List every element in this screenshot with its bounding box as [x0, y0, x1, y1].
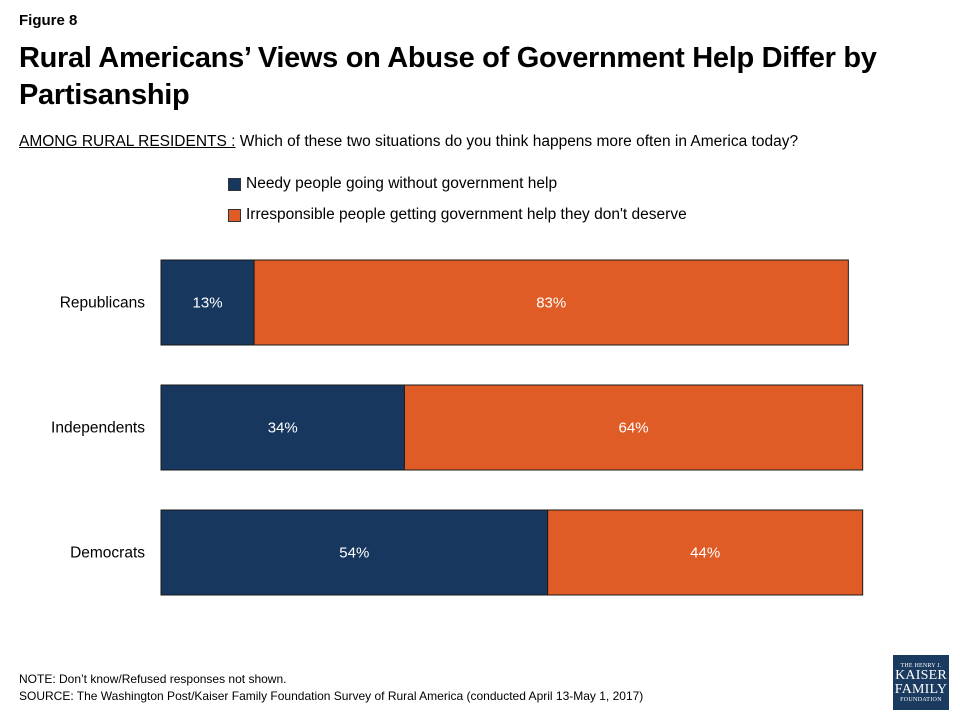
- bar-republicans-series-2: [253, 259, 849, 346]
- footnote-note: NOTE: Don’t know/Refused responses not s…: [19, 672, 287, 686]
- legend-swatch-irresponsible: [228, 208, 241, 222]
- data-label-democrats-series-1: 54%: [339, 545, 369, 562]
- legend-item-irresponsible: Irresponsible people getting government …: [228, 205, 687, 225]
- data-label-republicans-series-2: 83%: [536, 295, 566, 312]
- logo-line-1: THE HENRY J.: [900, 662, 942, 669]
- subtitle-question: Which of these two situations do you thi…: [235, 133, 799, 150]
- data-label-independents-series-1: 34%: [268, 420, 298, 437]
- category-label-independents: Independents: [51, 420, 145, 437]
- bar-independents-series-1: [160, 384, 405, 471]
- legend-swatch-needy: [228, 177, 241, 191]
- footer-notes: NOTE: Don’t know/Refused responses not s…: [19, 671, 643, 705]
- data-label-independents-series-2: 64%: [619, 420, 649, 437]
- chart-title: Rural Americans’ Views on Abuse of Gover…: [19, 42, 877, 111]
- category-label-republicans: Republicans: [60, 295, 146, 312]
- data-label-republicans-series-1: 13%: [193, 295, 223, 312]
- figure-label: Figure 8: [19, 12, 78, 29]
- legend-item-needy: Needy people going without government he…: [228, 174, 687, 194]
- chart-subtitle: AMONG RURAL RESIDENTS : Which of these t…: [19, 133, 798, 151]
- bar-democrats-series-2: [547, 509, 864, 596]
- logo-line-3: FAMILY: [894, 681, 948, 697]
- category-label-democrats: Democrats: [70, 545, 145, 562]
- logo-line-2: KAISER: [895, 667, 947, 683]
- bar-republicans-series-1: [160, 259, 255, 346]
- legend-label-needy: Needy people going without government he…: [246, 175, 558, 192]
- kff-logo: THE HENRY J. KAISER FAMILY FOUNDATION: [893, 655, 949, 710]
- logo-line-4: FOUNDATION: [900, 696, 942, 703]
- bar-independents-series-2: [403, 384, 864, 471]
- data-label-democrats-series-2: 44%: [690, 545, 720, 562]
- legend-label-irresponsible: Irresponsible people getting government …: [246, 206, 687, 223]
- legend: Needy people going without government he…: [228, 174, 687, 236]
- bar-democrats-series-1: [160, 509, 549, 596]
- footnote-source: SOURCE: The Washington Post/Kaiser Famil…: [19, 689, 644, 703]
- subtitle-lead: AMONG RURAL RESIDENTS :: [19, 133, 236, 150]
